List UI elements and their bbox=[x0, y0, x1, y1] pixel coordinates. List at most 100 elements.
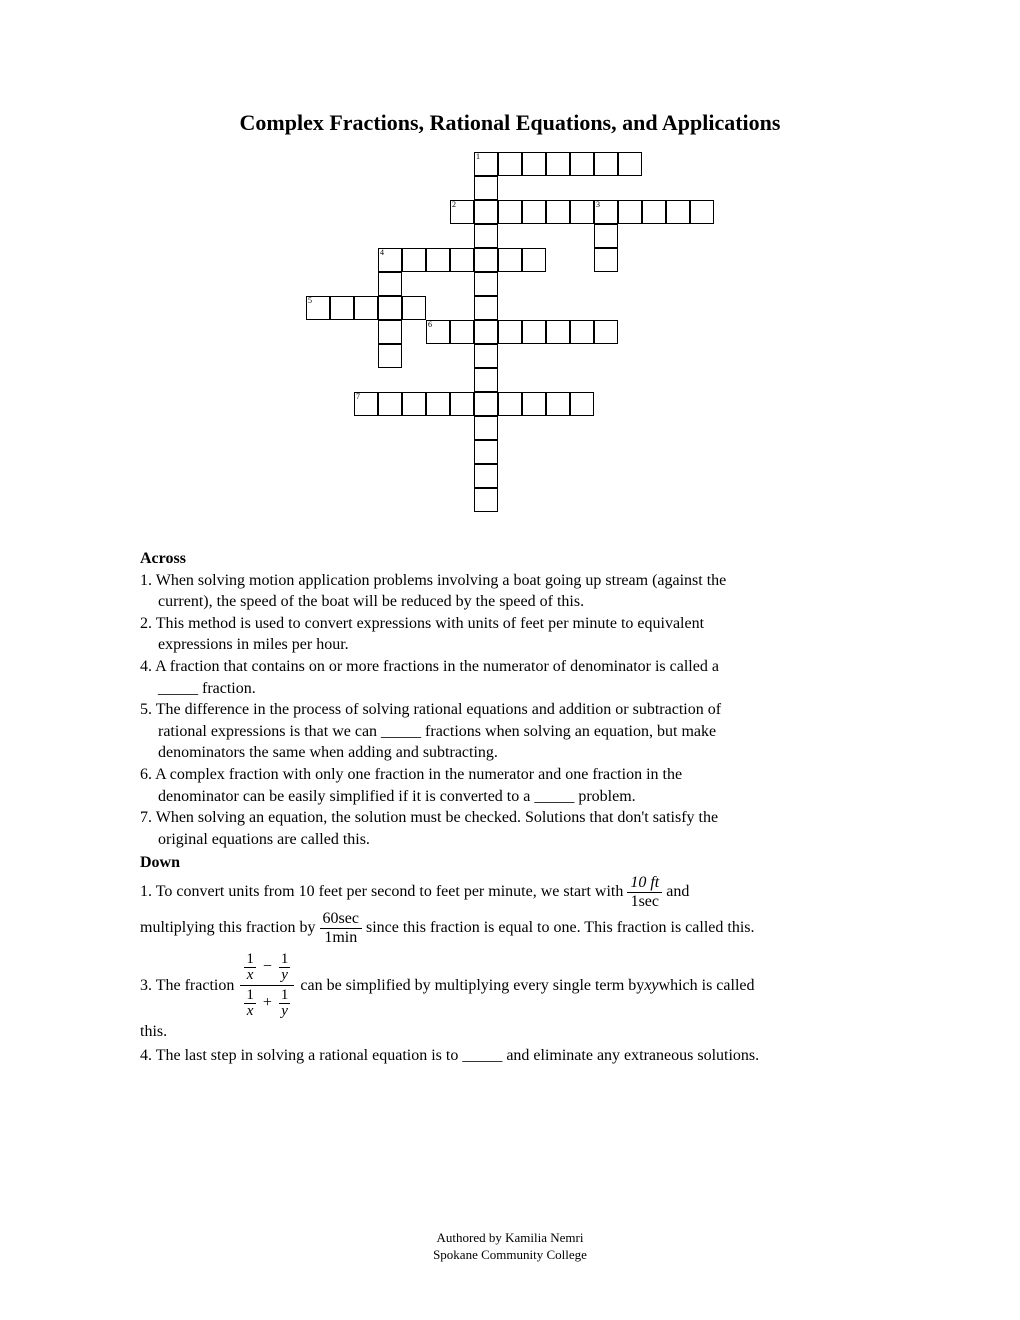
crossword-cell[interactable] bbox=[450, 392, 474, 416]
crossword-cell[interactable] bbox=[522, 200, 546, 224]
cell-number: 2 bbox=[452, 201, 456, 209]
across-5: 5. The difference in the process of solv… bbox=[140, 699, 880, 721]
crossword-container: 1 2 3 4 5 6 7 bbox=[140, 152, 880, 512]
cell-number: 3 bbox=[596, 201, 600, 209]
crossword-cell[interactable] bbox=[594, 224, 618, 248]
crossword-cell[interactable] bbox=[570, 320, 594, 344]
crossword-cell[interactable] bbox=[618, 152, 642, 176]
crossword-cell[interactable] bbox=[474, 488, 498, 512]
crossword-cell[interactable] bbox=[498, 200, 522, 224]
crossword-cell[interactable] bbox=[474, 344, 498, 368]
across-6b: denominator can be easily simplified if … bbox=[140, 786, 880, 808]
mden: y bbox=[279, 1004, 291, 1019]
crossword-cell[interactable] bbox=[474, 248, 498, 272]
frac-den: 1sec bbox=[627, 893, 662, 911]
footer-line2: Spokane Community College bbox=[0, 1247, 1020, 1264]
crossword-cell[interactable] bbox=[378, 272, 402, 296]
across-2: 2. This method is used to convert expres… bbox=[140, 613, 880, 635]
crossword-cell[interactable] bbox=[474, 320, 498, 344]
crossword-cell[interactable] bbox=[618, 200, 642, 224]
down-1b: and bbox=[666, 881, 689, 903]
mini-frac: 1 y bbox=[279, 988, 291, 1019]
crossword-cell[interactable] bbox=[474, 224, 498, 248]
crossword-cell[interactable] bbox=[378, 296, 402, 320]
crossword-cell[interactable] bbox=[474, 176, 498, 200]
crossword-cell[interactable] bbox=[378, 344, 402, 368]
crossword-cell[interactable] bbox=[378, 392, 402, 416]
crossword-cell[interactable] bbox=[570, 392, 594, 416]
crossword-cell[interactable] bbox=[426, 392, 450, 416]
complex-fraction: 1 x − 1 y 1 x + 1 y bbox=[240, 950, 294, 1021]
crossword-cell[interactable]: 3 bbox=[594, 200, 618, 224]
down-1a: 1. To convert units from 10 feet per sec… bbox=[140, 881, 623, 903]
crossword-cell[interactable] bbox=[690, 200, 714, 224]
footer: Authored by Kamilia Nemri Spokane Commun… bbox=[0, 1230, 1020, 1264]
mnum: 1 bbox=[279, 988, 291, 1004]
crossword-cell[interactable] bbox=[642, 200, 666, 224]
crossword-cell[interactable] bbox=[474, 440, 498, 464]
across-7b: original equations are called this. bbox=[140, 829, 880, 851]
cell-number: 1 bbox=[476, 153, 480, 161]
footer-line1: Authored by Kamilia Nemri bbox=[0, 1230, 1020, 1247]
crossword-cell[interactable] bbox=[546, 152, 570, 176]
crossword-cell[interactable] bbox=[378, 320, 402, 344]
crossword-cell[interactable] bbox=[546, 392, 570, 416]
crossword-cell[interactable]: 2 bbox=[450, 200, 474, 224]
crossword-cell[interactable]: 4 bbox=[378, 248, 402, 272]
crossword-grid: 1 2 3 4 5 6 7 bbox=[306, 152, 714, 512]
across-1b: current), the speed of the boat will be … bbox=[140, 591, 880, 613]
crossword-cell[interactable] bbox=[450, 320, 474, 344]
crossword-cell[interactable] bbox=[474, 392, 498, 416]
crossword-cell[interactable] bbox=[474, 272, 498, 296]
crossword-cell[interactable] bbox=[498, 248, 522, 272]
crossword-cell[interactable] bbox=[498, 392, 522, 416]
crossword-cell[interactable] bbox=[498, 152, 522, 176]
clues-section: Across 1. When solving motion applicatio… bbox=[140, 548, 880, 1066]
crossword-cell[interactable] bbox=[330, 296, 354, 320]
crossword-cell[interactable] bbox=[474, 200, 498, 224]
crossword-cell[interactable] bbox=[666, 200, 690, 224]
mini-frac: 1 y bbox=[279, 952, 291, 983]
crossword-cell[interactable] bbox=[570, 200, 594, 224]
fraction-60sec-1min: 60sec 1min bbox=[320, 910, 362, 946]
crossword-cell[interactable] bbox=[522, 320, 546, 344]
down-3d: this. bbox=[140, 1021, 880, 1043]
crossword-cell[interactable] bbox=[522, 152, 546, 176]
crossword-cell[interactable] bbox=[402, 296, 426, 320]
minus-sign: − bbox=[263, 958, 272, 975]
across-4b: _____ fraction. bbox=[140, 678, 880, 700]
crossword-cell[interactable]: 7 bbox=[354, 392, 378, 416]
across-4: 4. A fraction that contains on or more f… bbox=[140, 656, 880, 678]
down-3a: 3. The fraction bbox=[140, 975, 234, 997]
crossword-cell[interactable] bbox=[522, 248, 546, 272]
crossword-cell[interactable] bbox=[570, 152, 594, 176]
page-title: Complex Fractions, Rational Equations, a… bbox=[140, 110, 880, 136]
crossword-cell[interactable] bbox=[426, 248, 450, 272]
across-5c: denominators the same when adding and su… bbox=[140, 742, 880, 764]
crossword-cell[interactable] bbox=[594, 152, 618, 176]
crossword-cell[interactable] bbox=[402, 392, 426, 416]
crossword-cell[interactable] bbox=[474, 368, 498, 392]
crossword-cell[interactable] bbox=[594, 248, 618, 272]
crossword-cell[interactable] bbox=[594, 320, 618, 344]
crossword-cell[interactable]: 5 bbox=[306, 296, 330, 320]
fraction-10ft-1sec: 10 ft 1sec bbox=[627, 874, 662, 910]
across-2b: expressions in miles per hour. bbox=[140, 634, 880, 656]
crossword-cell[interactable] bbox=[474, 464, 498, 488]
crossword-cell[interactable] bbox=[474, 416, 498, 440]
crossword-cell[interactable] bbox=[402, 248, 426, 272]
crossword-cell[interactable]: 1 bbox=[474, 152, 498, 176]
crossword-cell[interactable] bbox=[354, 296, 378, 320]
across-6: 6. A complex fraction with only one frac… bbox=[140, 764, 880, 786]
crossword-cell[interactable] bbox=[474, 296, 498, 320]
down-3c: which is called bbox=[659, 975, 755, 997]
crossword-cell[interactable] bbox=[498, 320, 522, 344]
crossword-cell[interactable] bbox=[546, 200, 570, 224]
cell-number: 5 bbox=[308, 297, 312, 305]
crossword-cell[interactable] bbox=[522, 392, 546, 416]
crossword-cell[interactable] bbox=[450, 248, 474, 272]
plus-sign: + bbox=[263, 994, 272, 1011]
frac-den: 1min bbox=[320, 929, 362, 947]
crossword-cell[interactable] bbox=[546, 320, 570, 344]
crossword-cell[interactable]: 6 bbox=[426, 320, 450, 344]
